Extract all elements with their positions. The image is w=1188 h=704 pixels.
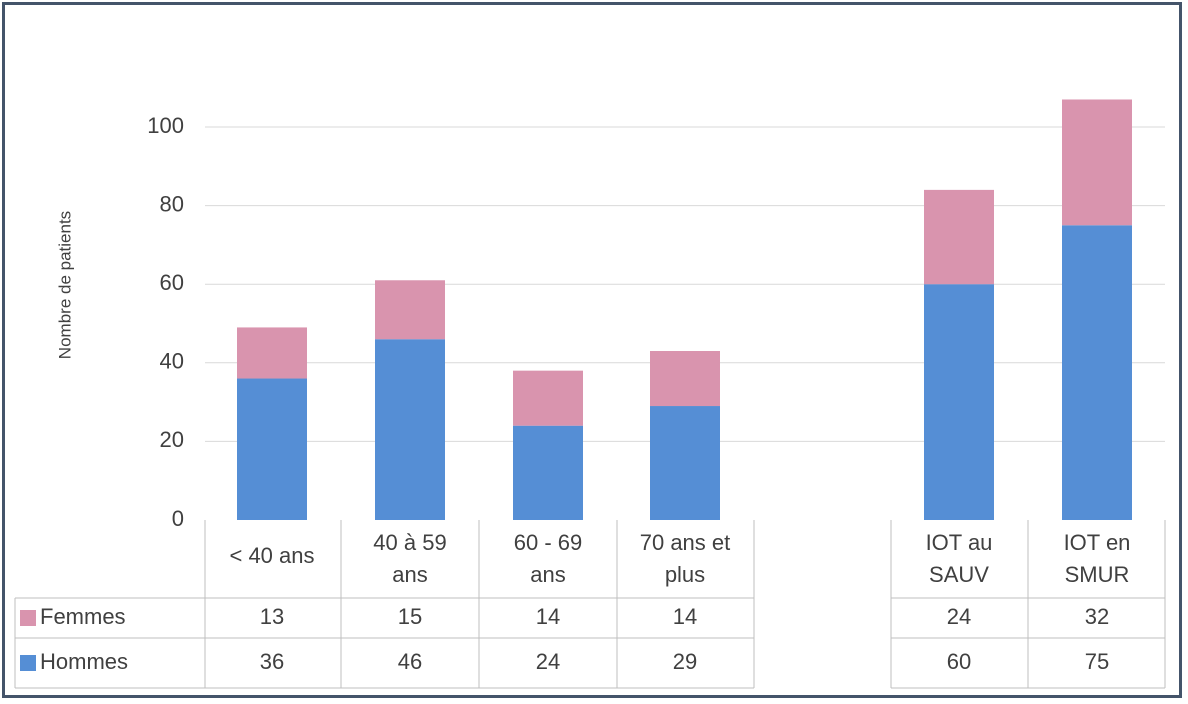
category-label: IOT au: [926, 530, 993, 555]
data-table-value: 14: [536, 604, 560, 629]
data-table-value: 15: [398, 604, 422, 629]
data-table-value: 24: [536, 649, 560, 674]
data-table-value: 24: [947, 604, 971, 629]
bar-hommes: [650, 406, 720, 520]
y-axis-label: Nombre de patients: [55, 211, 74, 359]
category-label: SMUR: [1065, 562, 1130, 587]
data-table-value: 75: [1085, 649, 1109, 674]
legend-label-hommes: Hommes: [40, 649, 128, 674]
y-tick-label: 0: [172, 506, 184, 531]
bar-femmes: [375, 280, 445, 340]
data-table-value: 29: [673, 649, 697, 674]
data-table-value: 36: [260, 649, 284, 674]
category-label: ans: [530, 562, 565, 587]
data-table-value: 13: [260, 604, 284, 629]
y-tick-label: 60: [160, 270, 184, 295]
category-label: plus: [665, 562, 705, 587]
stacked-bar-chart: 0 20 40 60 80 100 Nombre de patients < 40 ans 40…: [14, 99, 1166, 689]
legend-swatch-hommes: [20, 655, 36, 671]
category-label: < 40 ans: [229, 543, 314, 568]
data-table-value: 60: [947, 649, 971, 674]
bar-hommes: [375, 339, 445, 520]
bar-femmes: [650, 351, 720, 407]
y-tick-label: 100: [147, 113, 184, 138]
bar-femmes: [1062, 99, 1132, 226]
category-label: SAUV: [929, 562, 989, 587]
bar-femmes: [237, 327, 307, 379]
y-tick-label: 20: [160, 427, 184, 452]
category-label: 40 à 59: [373, 530, 446, 555]
bar-hommes: [924, 284, 994, 520]
legend-label-femmes: Femmes: [40, 604, 126, 629]
bar-hommes: [1062, 225, 1132, 520]
bar-femmes: [924, 189, 994, 285]
category-label: IOT en: [1064, 530, 1131, 555]
category-label: ans: [392, 562, 427, 587]
legend-swatch-femmes: [20, 610, 36, 626]
bar-femmes: [513, 370, 583, 426]
data-table-value: 46: [398, 649, 422, 674]
data-table-value: 32: [1085, 604, 1109, 629]
data-table-value: 14: [673, 604, 697, 629]
bar-hommes: [237, 378, 307, 520]
category-label: 70 ans et: [640, 530, 731, 555]
y-tick-label: 80: [160, 191, 184, 216]
y-tick-label: 40: [160, 349, 184, 374]
bar-hommes: [513, 425, 583, 520]
category-label: 60 - 69: [514, 530, 583, 555]
